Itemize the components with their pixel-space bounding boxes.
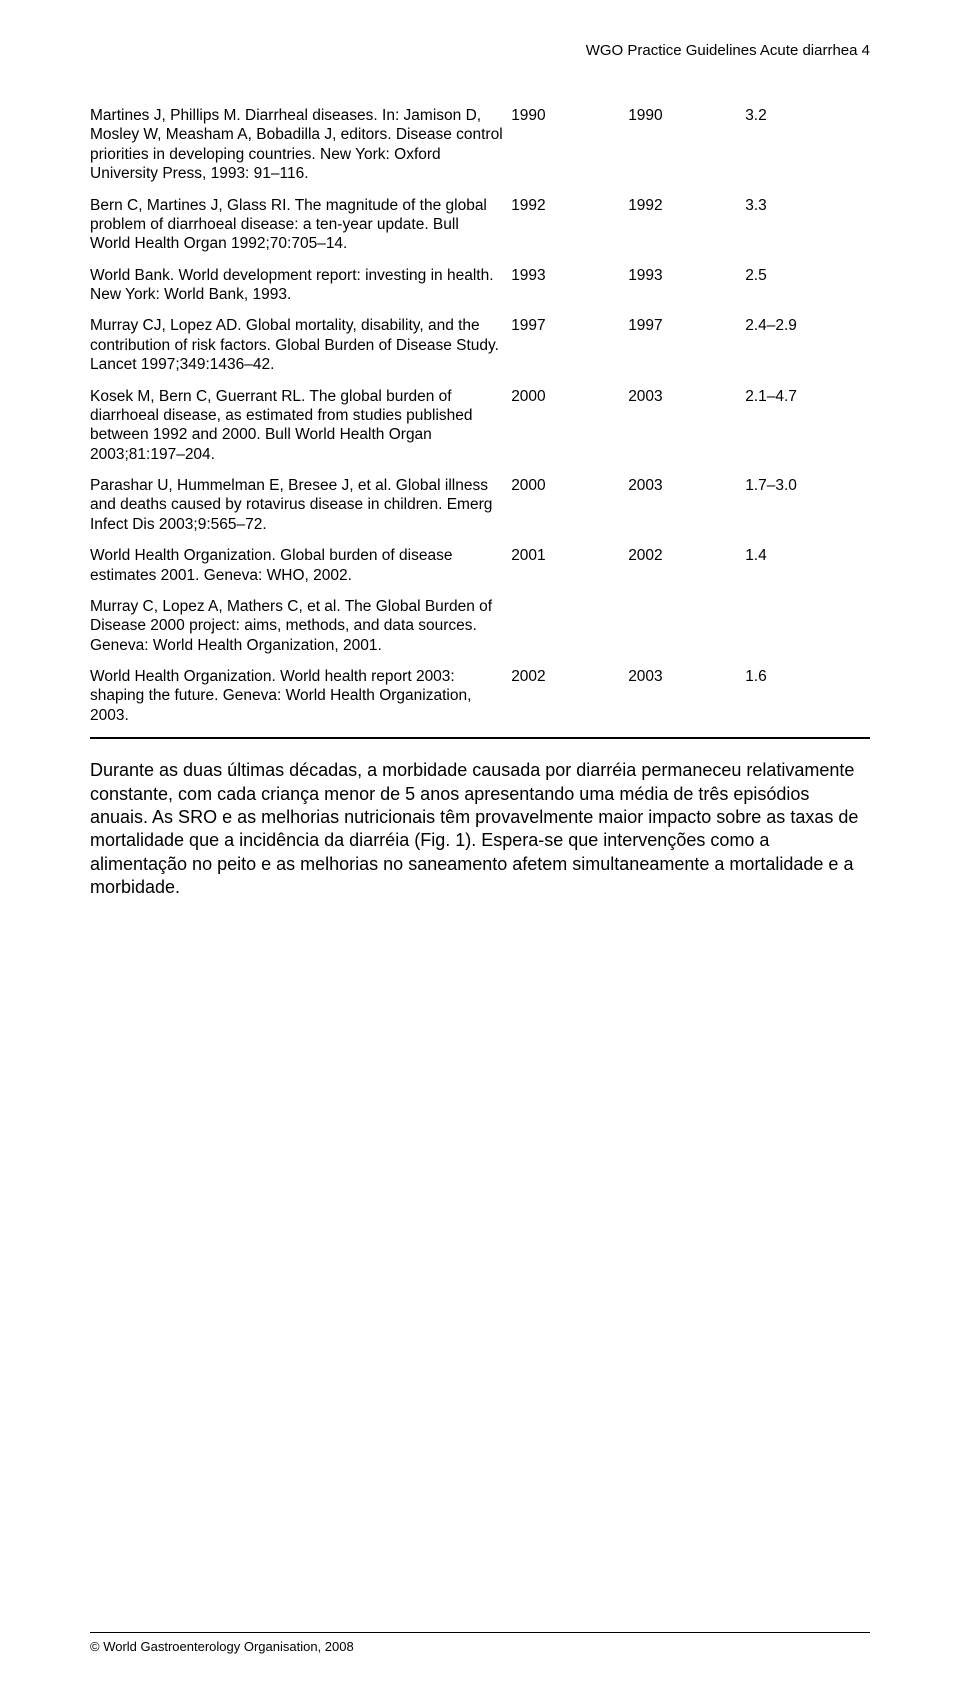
value-cell: 1.7–3.0: [745, 470, 870, 540]
year1-cell: 2000: [511, 381, 628, 471]
year1-cell: 1993: [511, 260, 628, 311]
page-footer: © World Gastroenterology Organisation, 2…: [90, 1632, 870, 1654]
page-header: WGO Practice Guidelines Acute diarrhea 4: [586, 42, 870, 59]
year2-cell: 2003: [628, 381, 745, 471]
ref-cell: Murray CJ, Lopez AD. Global mortality, d…: [90, 310, 511, 380]
year2-cell: 1992: [628, 190, 745, 260]
ref-cell: World Health Organization. World health …: [90, 661, 511, 731]
ref-cell: Parashar U, Hummelman E, Bresee J, et al…: [90, 470, 511, 540]
value-cell: 1.4: [745, 540, 870, 591]
year2-cell: 2002: [628, 540, 745, 591]
table-row: World Bank. World development report: in…: [90, 260, 870, 311]
year2-cell: 1993: [628, 260, 745, 311]
year1-cell: 2002: [511, 661, 628, 731]
table-row: Kosek M, Bern C, Guerrant RL. The global…: [90, 381, 870, 471]
year1-cell: 1997: [511, 310, 628, 380]
year2-cell: 2003: [628, 661, 745, 731]
content-area: Martines J, Phillips M. Diarrheal diseas…: [90, 100, 870, 899]
value-cell: [745, 591, 870, 661]
header-text: WGO Practice Guidelines Acute diarrhea 4: [586, 42, 870, 59]
body-paragraph: Durante as duas últimas décadas, a morbi…: [90, 759, 870, 899]
table-divider: [90, 737, 870, 739]
footer-divider: [90, 1632, 870, 1633]
table-row: Murray C, Lopez A, Mathers C, et al. The…: [90, 591, 870, 661]
table-row: Bern C, Martines J, Glass RI. The magnit…: [90, 190, 870, 260]
ref-cell: World Health Organization. Global burden…: [90, 540, 511, 591]
value-cell: 1.6: [745, 661, 870, 731]
year1-cell: [511, 591, 628, 661]
references-table: Martines J, Phillips M. Diarrheal diseas…: [90, 100, 870, 731]
value-cell: 2.4–2.9: [745, 310, 870, 380]
table-row: Martines J, Phillips M. Diarrheal diseas…: [90, 100, 870, 190]
year1-cell: 2000: [511, 470, 628, 540]
value-cell: 3.2: [745, 100, 870, 190]
table-row: World Health Organization. World health …: [90, 661, 870, 731]
year1-cell: 1990: [511, 100, 628, 190]
year1-cell: 1992: [511, 190, 628, 260]
ref-cell: Kosek M, Bern C, Guerrant RL. The global…: [90, 381, 511, 471]
footer-text: © World Gastroenterology Organisation, 2…: [90, 1639, 354, 1654]
ref-cell: Murray C, Lopez A, Mathers C, et al. The…: [90, 591, 511, 661]
ref-cell: World Bank. World development report: in…: [90, 260, 511, 311]
year1-cell: 2001: [511, 540, 628, 591]
table-row: Murray CJ, Lopez AD. Global mortality, d…: [90, 310, 870, 380]
ref-cell: Bern C, Martines J, Glass RI. The magnit…: [90, 190, 511, 260]
year2-cell: 1997: [628, 310, 745, 380]
year2-cell: 2003: [628, 470, 745, 540]
year2-cell: 1990: [628, 100, 745, 190]
table-row: Parashar U, Hummelman E, Bresee J, et al…: [90, 470, 870, 540]
value-cell: 3.3: [745, 190, 870, 260]
table-row: World Health Organization. Global burden…: [90, 540, 870, 591]
value-cell: 2.5: [745, 260, 870, 311]
ref-cell: Martines J, Phillips M. Diarrheal diseas…: [90, 100, 511, 190]
year2-cell: [628, 591, 745, 661]
document-page: WGO Practice Guidelines Acute diarrhea 4…: [0, 0, 960, 1696]
value-cell: 2.1–4.7: [745, 381, 870, 471]
